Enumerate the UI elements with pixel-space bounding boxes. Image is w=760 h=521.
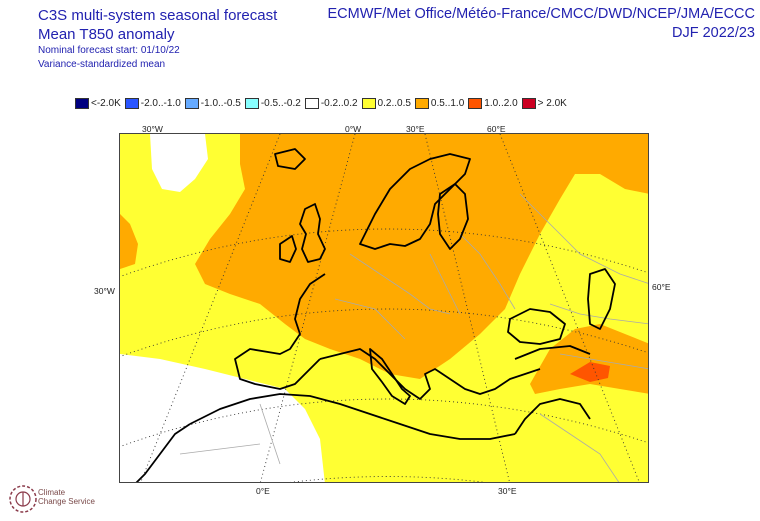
legend-swatch: [75, 97, 89, 109]
axis-label-right-60e: 60°E: [652, 282, 671, 292]
legend-label: 0.2..0.5: [377, 97, 411, 109]
legend-label: > 2.0K: [537, 97, 567, 109]
legend-swatch: [361, 97, 376, 109]
systems-block: ECMWF/Met Office/Météo-France/CMCC/DWD/N…: [327, 5, 755, 43]
legend-label: 1.0..2.0: [484, 97, 518, 109]
axis-label-top-60e: 60°E: [487, 124, 506, 134]
axis-label-top-0w: 0°W: [345, 124, 362, 134]
legend-item: <-2.0K: [75, 97, 121, 109]
legend-swatch: [124, 97, 139, 109]
legend-item: -0.5..-0.2: [244, 97, 301, 109]
method-note: Variance-standardized mean: [38, 59, 166, 70]
logo-text: Climate Change Service: [38, 488, 95, 506]
legend-swatch: [468, 97, 483, 109]
anomaly-band-neutral-southwest: [120, 354, 325, 482]
legend-label: -0.5..-0.2: [260, 97, 301, 109]
map-title: C3S multi-system seasonal forecast: [38, 7, 278, 24]
legend-item: 1.0..2.0: [468, 97, 518, 109]
legend-item: -0.2..0.2: [304, 97, 358, 109]
legend-label: -2.0..-1.0: [140, 97, 181, 109]
legend-item: 0.5..1.0: [414, 97, 465, 109]
logo-line1: Climate: [38, 488, 66, 497]
color-legend: <-2.0K -2.0..-1.0 -1.0..-0.5 -0.5..-0.2 -0.2…: [75, 96, 571, 110]
anomaly-band-neutral-northwest: [150, 134, 208, 192]
title-block: C3S multi-system seasonal forecast Mean …: [38, 6, 277, 72]
legend-label: -0.2..0.2: [320, 97, 358, 109]
forecast-start: Nominal forecast start: 01/10/22: [38, 45, 180, 56]
map-svg: [120, 134, 648, 482]
coastlines: [135, 148, 616, 482]
legend-swatch: [244, 97, 259, 109]
legend-swatch: [184, 97, 199, 109]
anomaly-map: [119, 133, 649, 483]
axis-label-bottom-0e: 0°E: [256, 486, 270, 496]
systems-list: ECMWF/Met Office/Météo-France/CMCC/DWD/N…: [327, 6, 755, 22]
season-label: DJF 2022/23: [671, 25, 755, 41]
logo-line2: Change Service: [38, 497, 95, 506]
axis-label-top-30e: 30°E: [406, 124, 425, 134]
legend-swatch: [414, 97, 429, 109]
legend-swatch: [304, 97, 319, 109]
legend-item: 0.2..0.5: [361, 97, 411, 109]
anomaly-band-0.5-1.0-north: [195, 134, 648, 379]
axis-label-bottom-30e: 30°E: [498, 486, 517, 496]
anomaly-band-1.0-2.0-east: [570, 362, 610, 382]
legend-item: > 2.0K: [521, 97, 567, 109]
climate-change-service-logo-icon: [9, 485, 37, 513]
axis-label-left-30w: 30°W: [94, 286, 115, 296]
legend-swatch: [521, 97, 536, 109]
country-borders: [179, 193, 648, 482]
legend-item: -1.0..-0.5: [184, 97, 241, 109]
anomaly-band-0.5-1.0-west: [120, 214, 138, 269]
map-variable: Mean T850 anomaly: [38, 26, 175, 43]
legend-label: -1.0..-0.5: [200, 97, 241, 109]
legend-label: <-2.0K: [91, 97, 121, 109]
graticule: [120, 134, 648, 482]
axis-label-top-30w: 30°W: [142, 124, 163, 134]
legend-item: -2.0..-1.0: [124, 97, 181, 109]
legend-label: 0.5..1.0: [430, 97, 465, 109]
